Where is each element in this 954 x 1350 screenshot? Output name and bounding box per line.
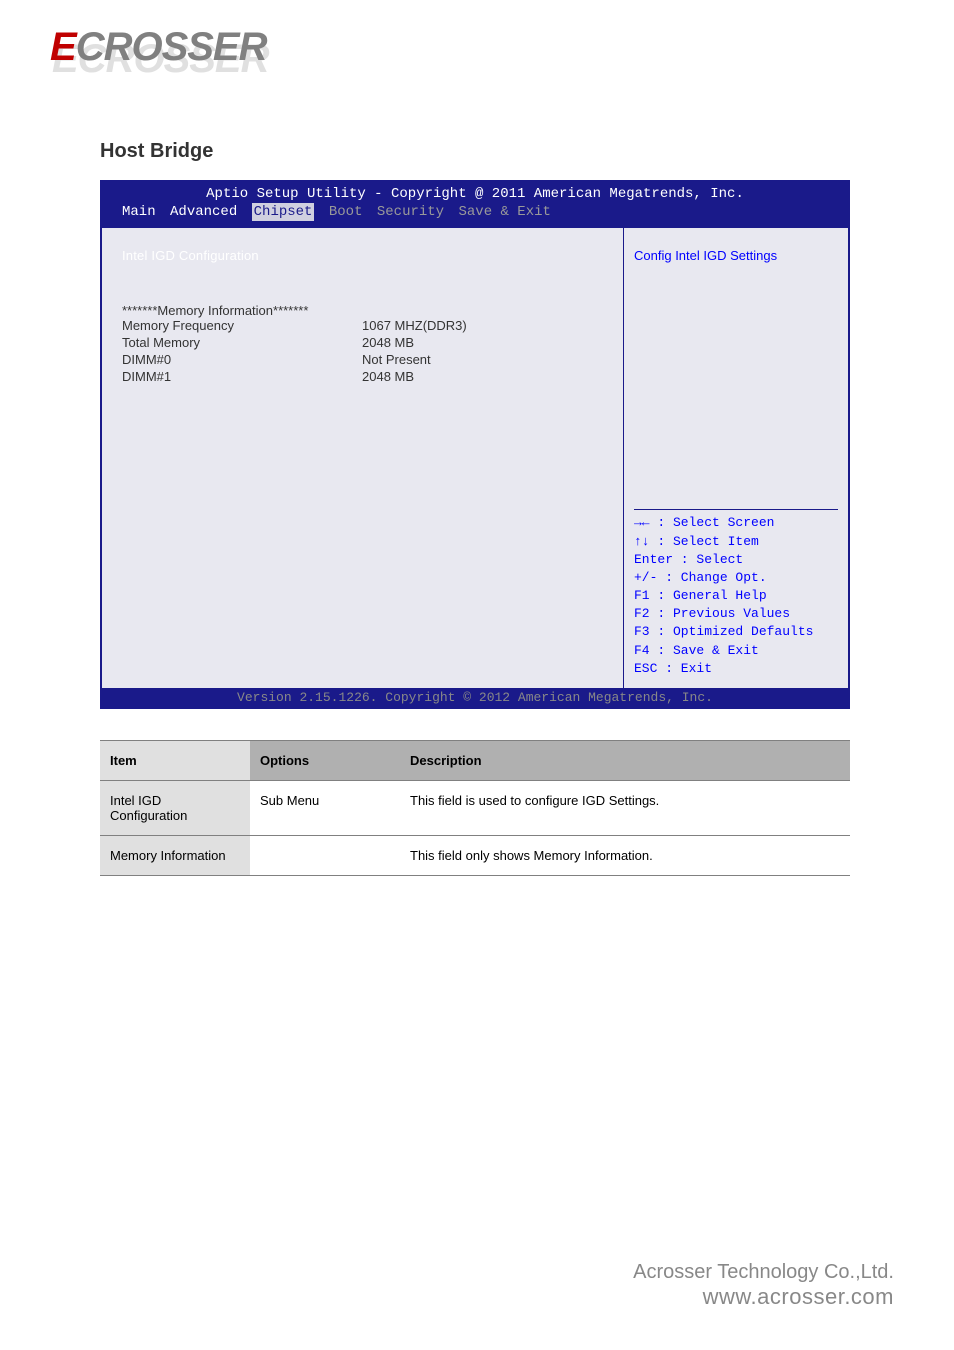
section-title: Host Bridge (100, 140, 213, 163)
table-header-row: Item Options Description (100, 741, 850, 781)
mem-value: 2048 MB (362, 335, 414, 350)
bios-main-panel: Intel IGD Configuration *******Memory In… (102, 228, 623, 688)
bios-header-title: Aptio Setup Utility - Copyright @ 2011 A… (102, 186, 848, 202)
cell-item: Intel IGD Configuration (100, 781, 250, 836)
bios-header: Aptio Setup Utility - Copyright @ 2011 A… (102, 182, 848, 228)
tab-advanced[interactable]: Advanced (170, 204, 237, 220)
bios-selected-item[interactable]: Intel IGD Configuration (122, 248, 603, 263)
bios-tabs: Main Advanced Chipset Boot Security Save… (102, 202, 848, 224)
tab-main[interactable]: Main (122, 204, 156, 220)
page-footer: Acrosser Technology Co.,Ltd. www.acrosse… (633, 1261, 894, 1310)
cell-desc: This field is used to configure IGD Sett… (400, 781, 850, 836)
memory-info-header: *******Memory Information******* (122, 303, 603, 318)
mem-row-dimm0: DIMM#0 Not Present (122, 352, 603, 367)
key-hint: Enter : Select (634, 551, 838, 569)
cell-desc: This field only shows Memory Information… (400, 836, 850, 876)
logo: ECROSSER ECROSSER (40, 20, 300, 80)
key-hint: F1 : General Help (634, 587, 838, 605)
tab-boot[interactable]: Boot (329, 204, 363, 220)
bios-right-panel: Config Intel IGD Settings →← : Select Sc… (623, 228, 848, 688)
mem-row-frequency: Memory Frequency 1067 MHZ(DDR3) (122, 318, 603, 333)
tab-chipset[interactable]: Chipset (252, 203, 315, 221)
bios-window: Aptio Setup Utility - Copyright @ 2011 A… (100, 180, 850, 709)
key-hint: F4 : Save & Exit (634, 642, 838, 660)
mem-label: Memory Frequency (122, 318, 362, 333)
key-hint: →← : Select Screen (634, 514, 838, 532)
tab-security[interactable]: Security (377, 204, 444, 220)
mem-value: Not Present (362, 352, 431, 367)
cell-item: Memory Information (100, 836, 250, 876)
table-row: Intel IGD Configuration Sub Menu This fi… (100, 781, 850, 836)
footer-company: Acrosser Technology Co.,Ltd. (633, 1261, 894, 1284)
footer-url: www.acrosser.com (633, 1284, 894, 1310)
acrosser-logo-icon: ECROSSER ECROSSER (40, 20, 300, 80)
cell-option (250, 836, 400, 876)
cell-option: Sub Menu (250, 781, 400, 836)
bios-body: Intel IGD Configuration *******Memory In… (102, 228, 848, 688)
mem-label: DIMM#0 (122, 352, 362, 367)
mem-value: 2048 MB (362, 369, 414, 384)
svg-text:ECROSSER: ECROSSER (50, 25, 268, 69)
mem-row-dimm1: DIMM#1 2048 MB (122, 369, 603, 384)
col-header-description: Description (400, 741, 850, 781)
bios-footer: Version 2.15.1226. Copyright © 2012 Amer… (102, 688, 848, 707)
key-hint: F2 : Previous Values (634, 605, 838, 623)
key-hint: ↑↓ : Select Item (634, 533, 838, 551)
col-header-item: Item (100, 741, 250, 781)
tab-save-exit[interactable]: Save & Exit (459, 204, 551, 220)
mem-value: 1067 MHZ(DDR3) (362, 318, 467, 333)
bios-key-legend: →← : Select Screen ↑↓ : Select Item Ente… (634, 509, 838, 678)
bios-help-text: Config Intel IGD Settings (634, 248, 838, 263)
table-row: Memory Information This field only shows… (100, 836, 850, 876)
key-hint: F3 : Optimized Defaults (634, 623, 838, 641)
mem-label: DIMM#1 (122, 369, 362, 384)
mem-row-total: Total Memory 2048 MB (122, 335, 603, 350)
col-header-options: Options (250, 741, 400, 781)
key-hint: +/- : Change Opt. (634, 569, 838, 587)
key-hint: ESC : Exit (634, 660, 838, 678)
mem-label: Total Memory (122, 335, 362, 350)
options-table: Item Options Description Intel IGD Confi… (100, 740, 850, 876)
